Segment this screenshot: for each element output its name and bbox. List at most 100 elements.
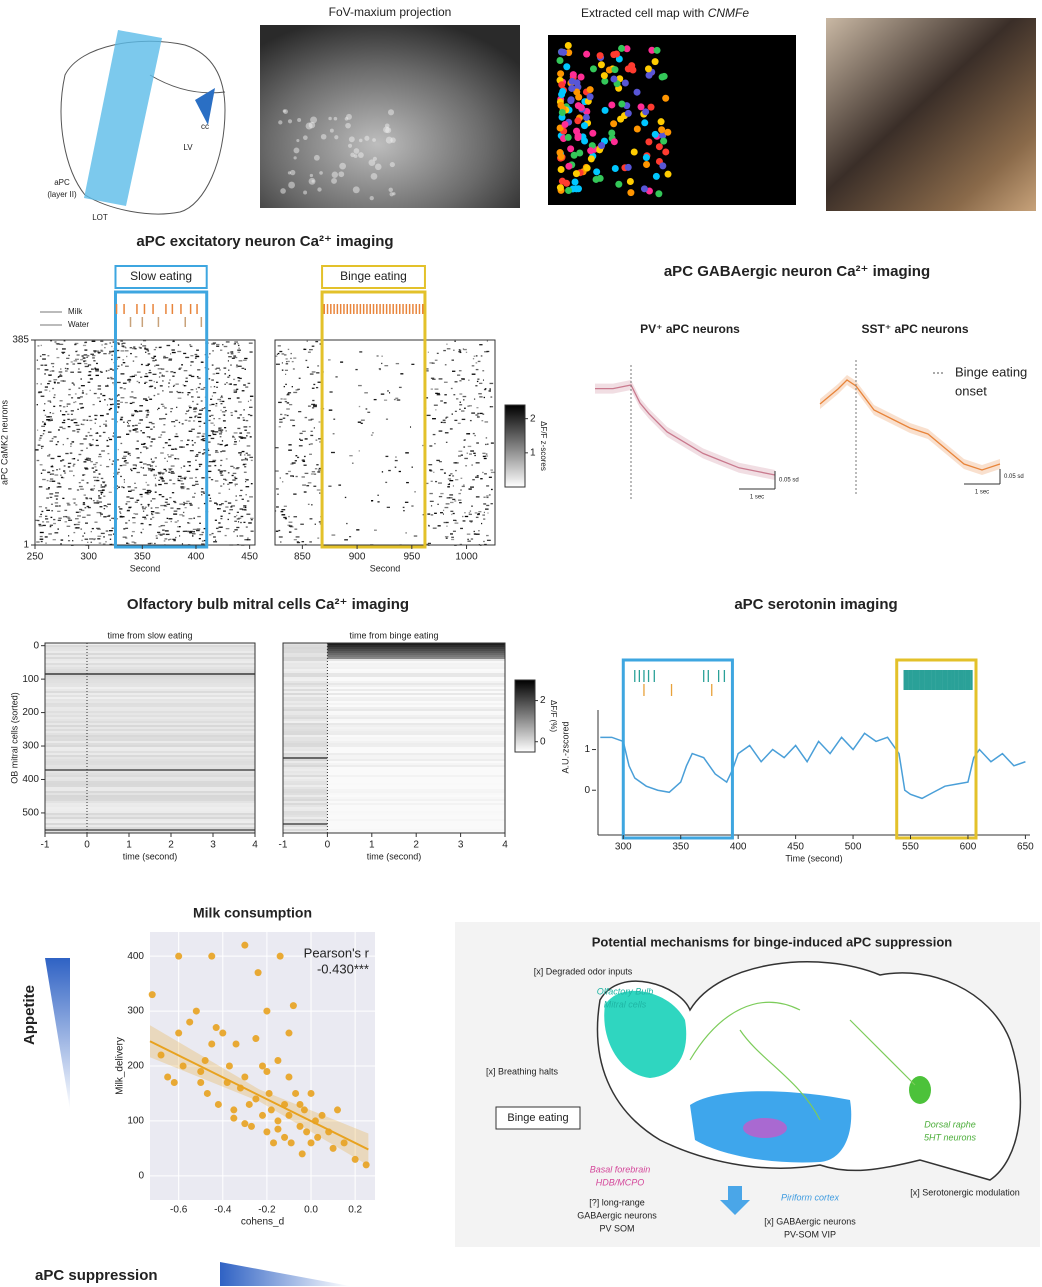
raster-texture <box>317 471 321 473</box>
raster-texture <box>185 530 190 532</box>
raster-texture <box>105 530 109 532</box>
raster-texture <box>462 520 466 522</box>
trace-line <box>819 379 1001 471</box>
raster-texture <box>97 385 102 387</box>
heatmap-texture <box>283 813 328 816</box>
raster-texture <box>187 522 191 524</box>
heatmap-texture <box>327 661 505 664</box>
raster-texture <box>313 485 317 487</box>
raster-texture <box>210 478 214 481</box>
raster-texture <box>169 469 172 471</box>
x-tick-label: 4 <box>502 840 508 851</box>
heatmap-texture <box>327 819 505 822</box>
raster-texture <box>185 356 190 359</box>
raster-texture <box>51 510 54 512</box>
raster-texture <box>295 536 300 538</box>
raster-texture <box>44 515 48 517</box>
raster-texture <box>346 522 348 525</box>
raster-texture <box>445 537 448 539</box>
raster-texture <box>173 425 176 427</box>
raster-texture <box>149 542 153 544</box>
raster-texture <box>245 419 249 422</box>
raster-texture <box>279 350 283 353</box>
fov-texture <box>374 163 382 171</box>
fov-texture <box>334 135 339 140</box>
raster-texture <box>68 354 70 357</box>
raster-texture <box>56 343 60 345</box>
raster-texture <box>395 397 399 399</box>
y-axis-title: A.U.-zscored <box>560 721 570 773</box>
anatomy-label: cc <box>201 122 209 131</box>
raster-texture <box>85 522 88 524</box>
raster-texture <box>64 515 68 518</box>
raster-texture <box>132 517 136 519</box>
diagram-label: Basal forebrain <box>590 1164 651 1174</box>
raster-texture <box>462 348 465 350</box>
raster-texture <box>162 529 165 531</box>
x-axis-title: Second <box>130 563 161 573</box>
raster-texture <box>83 341 87 344</box>
raster-texture <box>111 350 115 353</box>
heatmap-texture <box>87 747 255 750</box>
raster-texture <box>278 529 281 532</box>
raster-texture <box>62 443 64 446</box>
raster-texture <box>120 416 124 418</box>
raster-texture <box>279 421 283 423</box>
raster-texture <box>159 476 163 478</box>
raster-texture <box>398 470 401 473</box>
raster-texture <box>169 379 171 381</box>
scatter-point <box>298 1150 306 1158</box>
raster-texture <box>57 429 60 431</box>
anatomy-label: LOT <box>92 213 108 222</box>
heatmap-texture <box>87 653 255 656</box>
raster-texture <box>297 388 300 390</box>
raster-texture <box>42 469 46 471</box>
raster-texture <box>80 488 84 490</box>
raster-texture <box>244 539 248 541</box>
raster-texture <box>234 520 237 522</box>
cell-map-texture <box>569 71 577 79</box>
raster-texture <box>59 373 62 376</box>
raster-texture <box>238 347 240 349</box>
raster-texture <box>142 508 146 510</box>
y-tick-label: 400 <box>22 774 39 785</box>
highlight-label: Slow eating <box>130 269 192 283</box>
raster-texture <box>131 375 135 378</box>
raster-texture <box>447 486 450 488</box>
raster-texture <box>66 502 70 504</box>
raster-texture <box>215 450 218 452</box>
raster-texture <box>316 372 320 374</box>
raster-texture <box>215 405 218 407</box>
raster-texture <box>70 361 73 363</box>
raster-texture <box>313 427 315 429</box>
raster-texture <box>233 355 237 357</box>
heatmap-texture <box>45 693 87 696</box>
fov-texture <box>287 171 292 175</box>
raster-texture <box>94 367 97 369</box>
raster-texture <box>68 488 72 490</box>
raster-texture <box>79 396 83 398</box>
raster-texture <box>122 382 127 384</box>
raster-texture <box>233 476 237 478</box>
raster-texture <box>464 515 469 518</box>
raster-texture <box>134 501 138 503</box>
raster-texture <box>125 462 129 464</box>
raster-texture <box>280 541 282 543</box>
raster-texture <box>164 530 169 532</box>
raster-texture <box>190 364 192 367</box>
raster-texture <box>227 352 230 354</box>
raster-texture <box>100 484 102 486</box>
raster-texture <box>39 535 43 538</box>
raster-texture <box>485 437 488 439</box>
cell-map-texture <box>601 77 609 85</box>
heatmap-texture <box>87 825 255 828</box>
raster-texture <box>389 392 391 394</box>
raster-texture <box>145 399 149 402</box>
heatmap-texture <box>327 789 505 792</box>
raster-texture <box>281 362 284 364</box>
raster-texture <box>84 365 89 368</box>
raster-texture <box>490 488 493 491</box>
raster-texture <box>244 478 247 481</box>
heatmap-texture <box>283 757 328 760</box>
heatmap-texture <box>45 757 87 760</box>
